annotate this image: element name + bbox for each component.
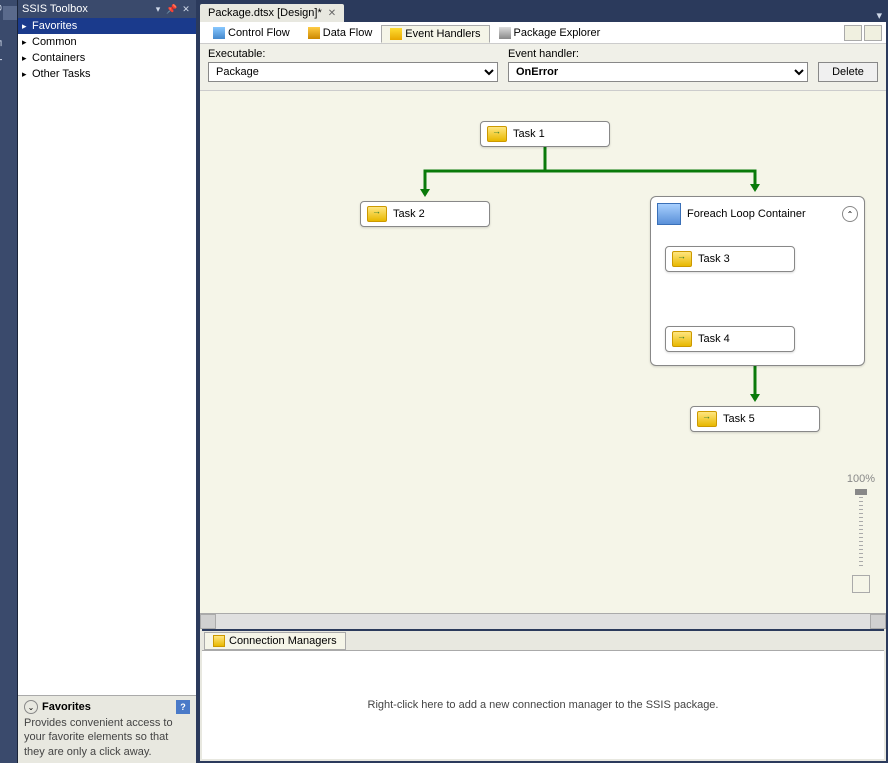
- help-title: Favorites: [42, 701, 91, 713]
- toolbox-category-label: Containers: [32, 52, 85, 64]
- event-handler-params: Executable: Package Event handler: OnErr…: [200, 44, 886, 91]
- ssis-toolbox-panel: SSIS Toolbox ▾ 📌 ✕ ▸Favorites▸Common▸Con…: [18, 0, 198, 763]
- info-icon[interactable]: ?: [176, 700, 190, 714]
- connection-managers-tab-label: Connection Managers: [229, 635, 337, 647]
- zoom-fit-button[interactable]: [852, 575, 870, 593]
- scroll-right-button[interactable]: [870, 614, 886, 629]
- connection-managers-body[interactable]: Right-click here to add a new connection…: [202, 651, 884, 759]
- toolbox-button[interactable]: [864, 25, 882, 41]
- close-icon[interactable]: ✕: [180, 3, 192, 15]
- task-node-task4[interactable]: Task 4: [665, 326, 795, 352]
- variables-button[interactable]: [844, 25, 862, 41]
- task-node-task3[interactable]: Task 3: [665, 246, 795, 272]
- scroll-left-button[interactable]: [200, 614, 216, 629]
- chevron-right-icon: ▸: [22, 69, 32, 80]
- toolbox-category-label: Other Tasks: [32, 68, 91, 80]
- subtab-label: Event Handlers: [405, 28, 480, 40]
- subtab-event-handlers[interactable]: Event Handlers: [381, 25, 489, 43]
- subtab-icon: [499, 27, 511, 39]
- subtab-control-flow[interactable]: Control Flow: [204, 24, 299, 42]
- subtab-icon: [308, 27, 320, 39]
- subtab-icon: [390, 28, 402, 40]
- chevron-right-icon: ▸: [22, 37, 32, 48]
- collapse-icon[interactable]: ⌃: [842, 206, 858, 222]
- toolbox-category-containers[interactable]: ▸Containers: [18, 50, 196, 66]
- zoom-widget: 100%: [846, 473, 876, 593]
- subtab-label: Package Explorer: [514, 27, 601, 39]
- event-handler-label: Event handler:: [508, 48, 808, 60]
- toolbox-category-label: Favorites: [32, 20, 77, 32]
- executable-label: Executable:: [208, 48, 498, 60]
- task-label: Task 3: [698, 253, 730, 265]
- horizontal-scrollbar[interactable]: [200, 613, 886, 629]
- document-tabs: Package.dtsx [Design]* ✕ ▾: [198, 0, 888, 22]
- toolbox-titlebar: SSIS Toolbox ▾ 📌 ✕: [18, 0, 196, 18]
- task-node-task2[interactable]: Task 2: [360, 201, 490, 227]
- help-text: Provides convenient access to your favor…: [24, 716, 190, 759]
- task-node-task5[interactable]: Task 5: [690, 406, 820, 432]
- toolbox-category-favorites[interactable]: ▸Favorites: [18, 18, 196, 34]
- zoom-slider[interactable]: [859, 489, 863, 569]
- subtab-label: Control Flow: [228, 27, 290, 39]
- subtab-data-flow[interactable]: Data Flow: [299, 24, 382, 42]
- toolbox-category-label: Common: [32, 36, 77, 48]
- delete-button[interactable]: Delete: [818, 62, 878, 82]
- toolbox-category-common[interactable]: ▸Common: [18, 34, 196, 50]
- subtab-label: Data Flow: [323, 27, 373, 39]
- toolbox-help: ⌄ Favorites ? Provides convenient access…: [18, 695, 196, 763]
- document-tab-label: Package.dtsx [Design]*: [208, 7, 322, 19]
- connection-managers-tab[interactable]: Connection Managers: [204, 632, 346, 650]
- tab-overflow-icon[interactable]: ▾: [876, 9, 882, 22]
- task-icon: [672, 331, 692, 347]
- server-explorer-icon: [3, 6, 17, 20]
- connection-icon: [213, 635, 225, 647]
- connection-managers-message: Right-click here to add a new connection…: [368, 699, 719, 711]
- task-label: Task 5: [723, 413, 755, 425]
- toolbox-title: SSIS Toolbox: [22, 3, 88, 15]
- chevron-right-icon: ▸: [22, 53, 32, 64]
- task-icon: [697, 411, 717, 427]
- subtab-package-explorer[interactable]: Package Explorer: [490, 24, 610, 42]
- server-explorer-label: Server Explorer: [0, 4, 3, 80]
- canvas-wrap: Task 1 Task 2 Foreach Loop Container ⌃ Task …: [200, 91, 886, 613]
- event-handler-select[interactable]: OnError: [508, 62, 808, 82]
- design-area: Control Flow Data Flow Event Handlers Packa…: [200, 22, 886, 761]
- task-label: Task 2: [393, 208, 425, 220]
- subtab-icon: [213, 27, 225, 39]
- task-label: Task 4: [698, 333, 730, 345]
- close-icon[interactable]: ✕: [328, 8, 336, 19]
- task-icon: [672, 251, 692, 267]
- event-handler-canvas[interactable]: Task 1 Task 2 Foreach Loop Container ⌃ Task …: [200, 91, 886, 613]
- dropdown-icon[interactable]: ▾: [152, 3, 164, 15]
- task-node-task1[interactable]: Task 1: [480, 121, 610, 147]
- document-tab-package[interactable]: Package.dtsx [Design]* ✕: [200, 4, 344, 22]
- task-icon: [487, 126, 507, 142]
- container-icon: [657, 203, 681, 225]
- main-area: Package.dtsx [Design]* ✕ ▾ Control Flow D…: [198, 0, 888, 763]
- pin-icon[interactable]: 📌: [166, 3, 178, 15]
- task-label: Task 1: [513, 128, 545, 140]
- server-explorer-vtab[interactable]: Server Explorer: [0, 0, 18, 763]
- task-icon: [367, 206, 387, 222]
- connection-managers-panel: Connection Managers Right-click here to …: [202, 629, 884, 759]
- container-label: Foreach Loop Container: [687, 208, 806, 220]
- chevron-down-icon[interactable]: ⌄: [24, 700, 38, 714]
- toolbox-category-other-tasks[interactable]: ▸Other Tasks: [18, 66, 196, 82]
- chevron-right-icon: ▸: [22, 21, 32, 32]
- designer-subtabs: Control Flow Data Flow Event Handlers Packa…: [200, 22, 886, 44]
- executable-select[interactable]: Package: [208, 62, 498, 82]
- toolbox-body: ▸Favorites▸Common▸Containers▸Other Tasks: [18, 18, 196, 695]
- zoom-label: 100%: [847, 473, 875, 485]
